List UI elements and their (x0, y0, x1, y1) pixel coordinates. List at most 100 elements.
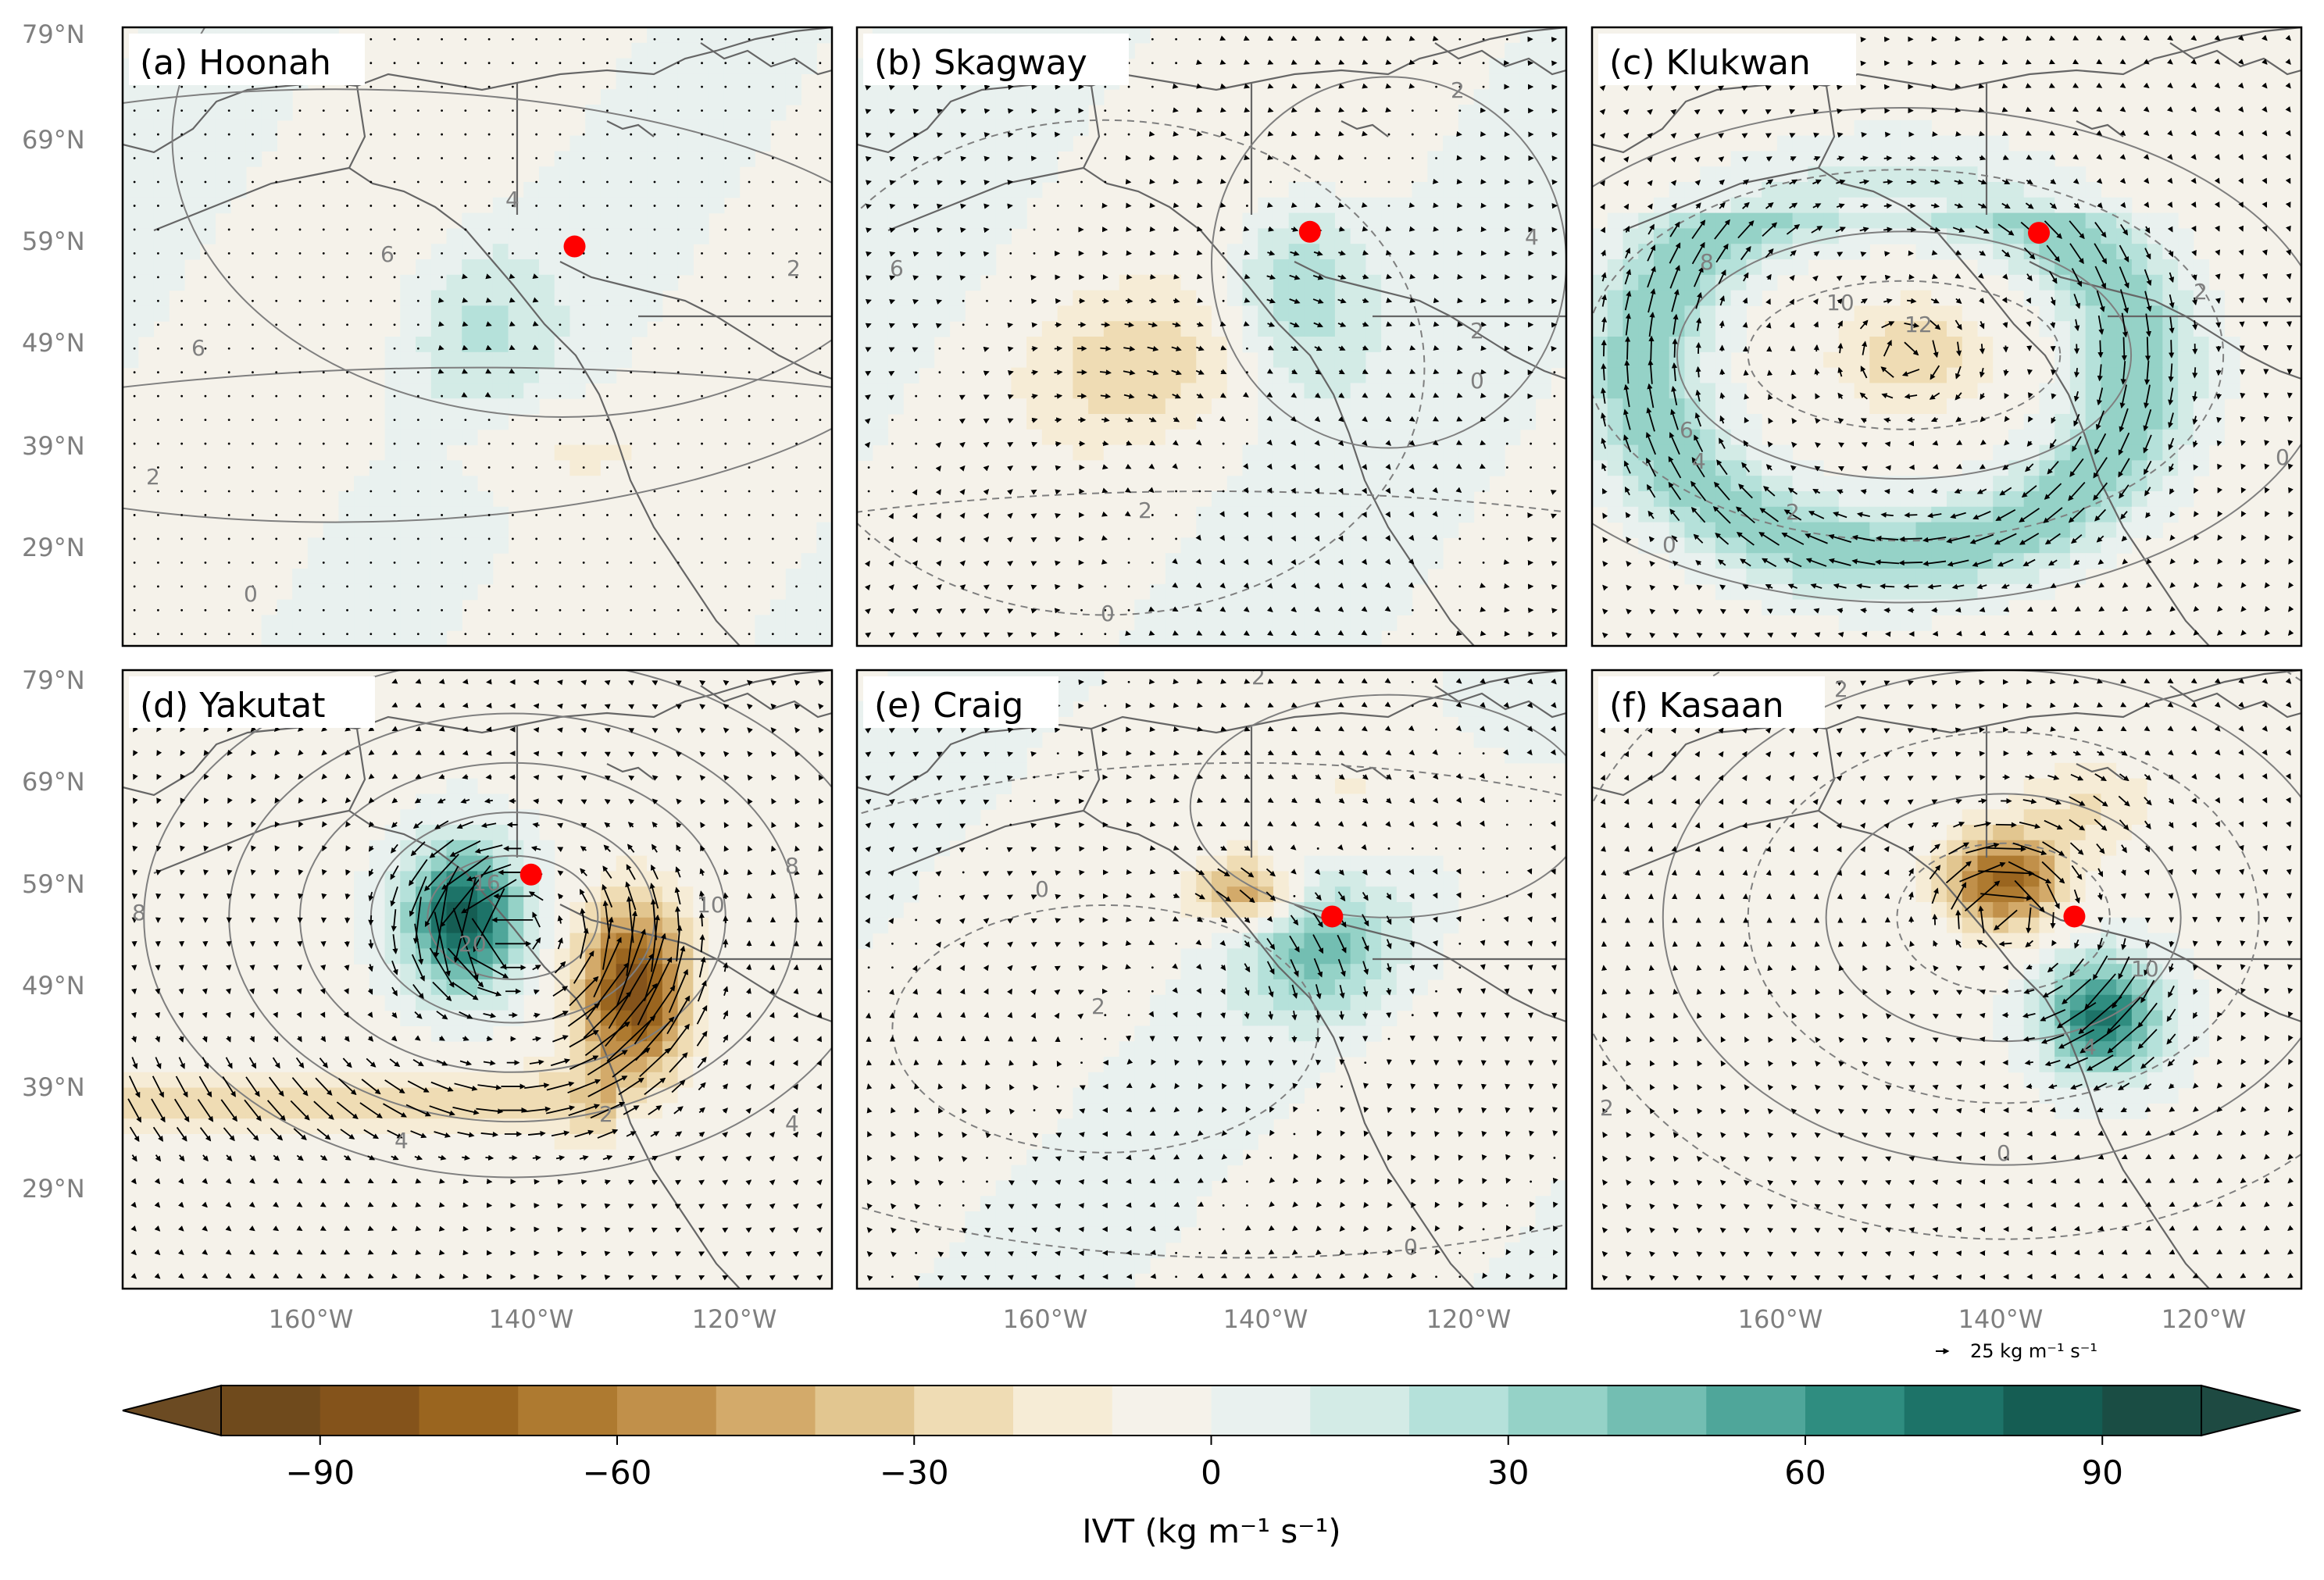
contour-label: 4 (1692, 448, 1706, 474)
colorbar-segment (320, 1386, 419, 1436)
panel-title-box (129, 34, 365, 85)
panel-title-box (1598, 676, 1825, 728)
lat-label-29: 29°N (22, 1174, 85, 1204)
contour-label: 0 (1404, 1234, 1418, 1260)
panel-kasaan: 2 10 4 2 0 (f) Kasaan (1590, 669, 2303, 1290)
contour-label: 4 (1525, 224, 1539, 250)
contour-label: 20 (459, 931, 487, 957)
contour-label: 2 (1138, 498, 1152, 523)
colorbar-segment (2003, 1386, 2103, 1436)
colorbar-segment (1409, 1386, 1509, 1436)
contour-labels: 8 16 20 10 8 4 2 4 (132, 853, 799, 1154)
contour-lines (857, 76, 1566, 616)
panel-title-box (863, 676, 1058, 728)
latitude-labels-top: 79°N 69°N 59°N 49°N 39°N 29°N (22, 20, 85, 562)
contour-label: 2 (787, 255, 801, 281)
lon-label-120w: 120°W (692, 1304, 777, 1334)
site-marker (1321, 905, 1344, 928)
contour-label: 8 (785, 853, 799, 879)
contour-labels: 8 10 12 6 4 2 0 2 0 (1662, 249, 2290, 558)
colorbar-tick-label: −30 (880, 1453, 949, 1492)
lon-label-120w: 120°W (2162, 1304, 2247, 1334)
panel-title: (f) Kasaan (1609, 686, 1784, 726)
ivt-anomaly-field (1885, 732, 2210, 1119)
contour-label: 2 (1451, 77, 1465, 103)
colorbar-segment (1904, 1386, 2004, 1436)
lat-label-79: 79°N (22, 20, 85, 49)
lat-label-69: 69°N (22, 125, 85, 155)
contour-labels: 2 10 4 2 0 (1600, 676, 2159, 1166)
contour-lines (123, 27, 832, 523)
colorbar-segment (617, 1386, 717, 1436)
panel-title: (e) Craig (874, 686, 1023, 726)
ivt-anomaly-field (123, 27, 832, 646)
contour-label: 8 (1700, 249, 1714, 275)
contour-label: 2 (1600, 1095, 1614, 1121)
ivt-vectors (133, 37, 822, 636)
lat-label-49: 49°N (22, 971, 85, 1000)
contour-label: 4 (785, 1111, 799, 1136)
colorbar-segment (1211, 1386, 1311, 1436)
contour-labels: 6 4 2 2 0 2 0 (890, 77, 1539, 626)
site-marker (563, 235, 586, 258)
contour-label: 6 (191, 335, 205, 361)
contour-labels: 2 2 0 0 (1035, 670, 1418, 1260)
contour-label: 12 (1905, 312, 1933, 337)
contour-label: 10 (1826, 290, 1855, 316)
colorbar-segment (1508, 1386, 1608, 1436)
colorbar-tick-label: −90 (285, 1453, 355, 1492)
colorbar-segment (1607, 1386, 1707, 1436)
panel-title: (b) Skagway (874, 43, 1087, 83)
contour-label: 8 (132, 900, 146, 926)
colorbar-segment (1013, 1386, 1113, 1436)
lat-label-59: 59°N (22, 869, 85, 899)
lon-label-120w: 120°W (1426, 1304, 1512, 1334)
contour-label: 2 (146, 464, 160, 490)
panel-title-box (863, 34, 1129, 85)
ivt-vectors (1600, 678, 2294, 1281)
colorbar-segment (1112, 1386, 1212, 1436)
lon-label-140w: 140°W (1223, 1304, 1308, 1334)
contour-label: 2 (1834, 676, 1848, 702)
coastline (1592, 27, 2301, 646)
colorbar-segment (815, 1386, 915, 1436)
contour-label: 2 (599, 1101, 613, 1127)
colorbar: −90 −60 −30 0 30 60 90 IVT (kg m⁻¹ s⁻¹) (122, 1384, 2301, 1550)
colorbar-segment (1310, 1386, 1410, 1436)
colorbar-segment (716, 1386, 816, 1436)
panel-hoonah: 4 6 6 2 0 2 (a) Hoonah (121, 26, 834, 647)
contour-label: 0 (2276, 444, 2290, 470)
contour-label: 6 (380, 241, 394, 267)
panel-skagway: 6 4 2 2 0 2 0 (b) Skagway (855, 26, 1568, 647)
contour-label: 6 (1680, 417, 1694, 443)
contour-label: 0 (1997, 1140, 2011, 1166)
colorbar-segment (1805, 1386, 1905, 1436)
colorbar-tick-label: −60 (583, 1453, 652, 1492)
colorbar-segment (419, 1386, 519, 1436)
lat-label-69: 69°N (22, 767, 85, 797)
contour-label: 6 (890, 255, 904, 281)
lat-label-29: 29°N (22, 533, 85, 562)
contour-label: 10 (2131, 956, 2159, 982)
ivt-vectors (1599, 34, 2294, 639)
ivt-anomaly-field (857, 27, 1566, 646)
colorbar-segment (221, 1386, 321, 1436)
ivt-vectors (864, 677, 1558, 1282)
panel-klukwan: 8 10 12 6 4 2 0 2 0 (c) Klukwan (1590, 26, 2303, 647)
longitude-labels: 160°W 140°W 120°W 160°W 140°W 120°W 160°… (269, 1304, 2247, 1334)
contour-label: 0 (1470, 368, 1484, 394)
contour-label: 4 (2083, 1034, 2097, 1060)
site-marker (1298, 220, 1321, 243)
lon-label-140w: 140°W (1958, 1304, 2044, 1334)
contour-label: 0 (1662, 532, 1676, 558)
contour-label: 0 (244, 581, 258, 607)
site-marker (2028, 222, 2051, 244)
lat-label-79: 79°N (22, 665, 85, 695)
contour-lines (857, 694, 1566, 1259)
contour-label: 2 (1091, 993, 1105, 1019)
ivt-anomaly-field (857, 670, 1566, 1289)
site-marker (2063, 905, 2086, 928)
lat-label-59: 59°N (22, 226, 85, 256)
latitude-labels-bottom: 79°N 69°N 59°N 49°N 39°N 29°N (22, 665, 85, 1204)
